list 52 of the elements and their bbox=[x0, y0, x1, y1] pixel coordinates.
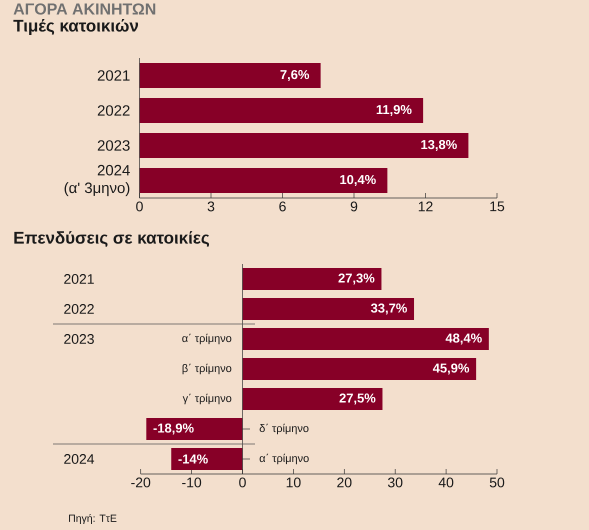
data-label: 33,7% bbox=[370, 303, 407, 315]
x-tick-label: 3 bbox=[208, 202, 214, 212]
x-tick-label: 40 bbox=[438, 478, 454, 488]
bar bbox=[146, 418, 242, 440]
y-tick-label: α΄ τρίμηνο bbox=[182, 334, 232, 344]
bar bbox=[242, 358, 476, 380]
x-tick-label: 6 bbox=[279, 202, 286, 212]
y-tick-label: δ΄ τρίμηνο bbox=[260, 424, 308, 434]
chart-title: Επενδύσεις σε κατοικίες bbox=[14, 231, 210, 247]
x-tick-label: 20 bbox=[337, 478, 352, 488]
chart-title: ΑΓΟΡΑ ΑΚΙΝΗΤΩΝ bbox=[14, 3, 156, 15]
data-label: 11,9% bbox=[376, 104, 412, 116]
bar bbox=[242, 268, 382, 290]
bar bbox=[171, 448, 242, 470]
text: Πηγή: ΤτΕ bbox=[69, 514, 116, 524]
x-tick-label: 50 bbox=[490, 478, 504, 488]
x-tick-label: 9 bbox=[350, 202, 358, 212]
bar bbox=[140, 63, 321, 88]
y-tick-label: 2022 bbox=[98, 105, 130, 116]
data-label: 7,6% bbox=[280, 70, 310, 82]
x-tick-label: 12 bbox=[418, 202, 433, 212]
y-tick-label: 2023 bbox=[98, 140, 130, 151]
bar bbox=[140, 98, 424, 123]
bar bbox=[140, 132, 468, 158]
y-tick-label: α΄ τρίμηνο bbox=[260, 454, 309, 464]
text: 2024 bbox=[64, 454, 94, 464]
x-tick-label: -20 bbox=[131, 478, 150, 488]
data-label: 10,4% bbox=[340, 174, 376, 186]
data-label: 27,3% bbox=[338, 273, 374, 285]
y-tick-label: 2021 bbox=[98, 70, 130, 81]
data-label: -14% bbox=[178, 454, 208, 464]
bar bbox=[242, 328, 489, 350]
x-tick-label: 30 bbox=[388, 478, 402, 488]
data-label: 13,8% bbox=[421, 140, 457, 152]
x-tick-label: 15 bbox=[490, 202, 504, 212]
y-tick-label: γ΄ τρίμηνο bbox=[182, 394, 232, 404]
y-tick-label: 2024 (α' 3μηνο) bbox=[64, 164, 130, 196]
data-label: 27,5% bbox=[340, 393, 376, 405]
data-label: 48,4% bbox=[446, 333, 482, 345]
y-tick-label: 2021 bbox=[64, 274, 94, 284]
y-tick-label: β΄ τρίμηνο bbox=[182, 364, 232, 374]
data-label: -18,9% bbox=[154, 423, 194, 435]
x-tick-label: 10 bbox=[286, 478, 301, 488]
data-label: 45,9% bbox=[432, 363, 470, 375]
x-tick-label: 0 bbox=[136, 202, 143, 212]
y-tick-label: 2022 bbox=[64, 304, 94, 314]
chart-subtitle: Τιμές κατοικιών bbox=[13, 19, 138, 35]
x-tick-label: 0 bbox=[239, 478, 246, 488]
bar bbox=[140, 168, 388, 193]
bar bbox=[242, 298, 414, 320]
bar bbox=[242, 388, 382, 410]
x-tick-label: -10 bbox=[182, 478, 202, 488]
